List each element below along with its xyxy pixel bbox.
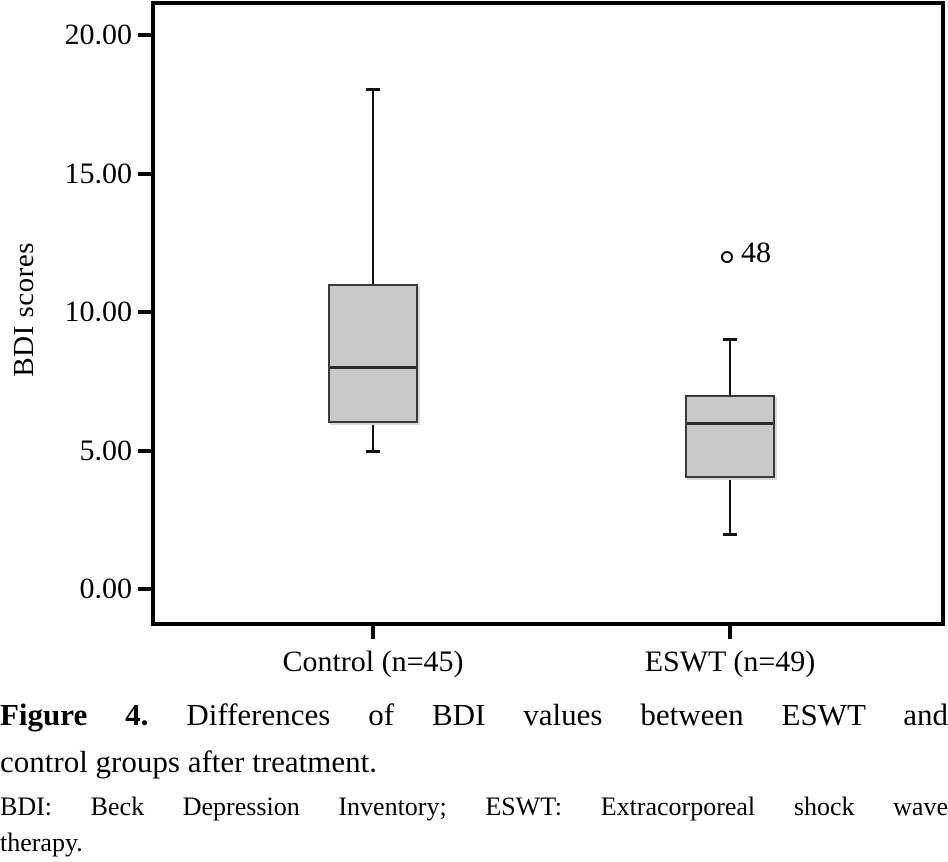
footnote-line-2: therapy.: [0, 828, 83, 857]
y-axis-tick-label: 20.00: [64, 18, 133, 51]
caption-line-1: Figure 4. Differences of BDI values betw…: [0, 691, 948, 738]
y-axis-tick: [138, 587, 151, 591]
x-axis-category-label: Control (n=45): [282, 645, 464, 678]
lower-whisker: [372, 422, 374, 451]
x-axis-category-label: ESWT (n=49): [644, 645, 816, 678]
outlier-point: [721, 250, 733, 263]
median-line: [330, 366, 416, 370]
y-axis-tick-label: 10.00: [64, 295, 133, 328]
y-axis-tick-label: 5.00: [79, 433, 133, 467]
x-axis-tick: [371, 626, 375, 639]
footnote-line-1: BDI: Beck Depression Inventory; ESWT: Ex…: [0, 792, 948, 821]
caption-line-2: control groups after treatment.: [0, 744, 378, 779]
lower-whisker-cap: [723, 532, 737, 536]
upper-whisker: [372, 90, 374, 285]
upper-whisker: [729, 339, 731, 396]
figure-number-label: Figure 4.: [0, 697, 149, 732]
y-axis-tick-label: 0.00: [79, 572, 133, 605]
median-line: [687, 421, 773, 425]
y-axis-tick: [138, 448, 151, 453]
outlier-case-label: 48: [741, 235, 771, 269]
lower-whisker-cap: [366, 449, 380, 453]
boxplot-chart: BDI scores 0.00 5.00 10.00 15.00 20.00 Contro…: [8, 1, 945, 678]
figure-caption: Figure 4. Differences of BDI values betw…: [0, 691, 948, 785]
x-axis-tick: [728, 626, 732, 639]
y-axis-tick: [138, 171, 151, 176]
upper-whisker-cap: [366, 88, 380, 92]
figure-footnote: BDI: Beck Depression Inventory; ESWT: Ex…: [0, 789, 948, 861]
upper-whisker-cap: [723, 337, 737, 341]
iqr-box: [685, 395, 775, 479]
iqr-box: [328, 284, 418, 423]
y-axis-tick: [138, 310, 151, 314]
lower-whisker: [729, 478, 731, 534]
caption-text: Differences of BDI values between ESWT a…: [186, 697, 948, 732]
y-axis-tick-label: 15.00: [64, 156, 133, 190]
y-axis-tick: [138, 33, 151, 37]
plot-frame: [151, 1, 945, 626]
